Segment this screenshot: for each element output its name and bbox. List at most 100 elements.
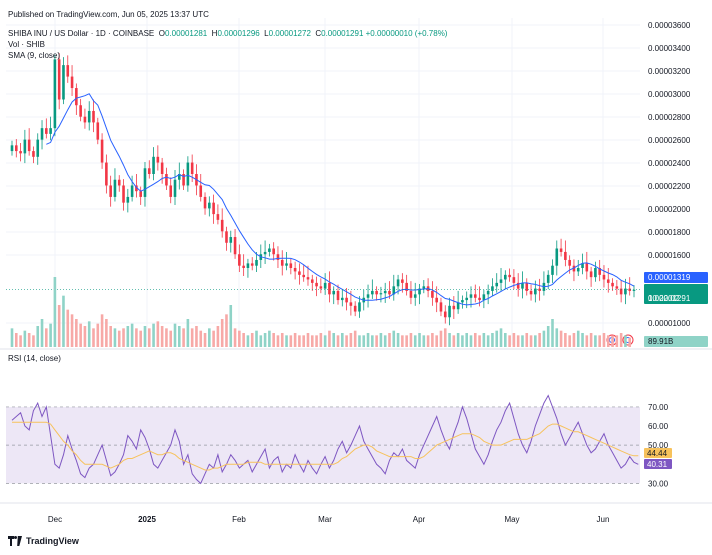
rsi-band bbox=[6, 406, 640, 484]
candle-body bbox=[396, 279, 400, 287]
volume-bar bbox=[628, 337, 632, 347]
candle-body bbox=[135, 185, 138, 192]
candle-body bbox=[572, 265, 576, 272]
candle-body bbox=[190, 162, 194, 174]
volume-bar bbox=[259, 335, 263, 347]
candle-body bbox=[229, 237, 233, 243]
volume-bar bbox=[242, 333, 245, 347]
candle-body bbox=[182, 174, 185, 186]
volume-bar bbox=[246, 335, 250, 347]
candle-body bbox=[289, 263, 293, 268]
sma-legend[interactable]: SMA (9, close) bbox=[8, 51, 61, 60]
time-axis[interactable]: Dec 2025 Feb Mar Apr May Jun bbox=[0, 502, 712, 524]
candle-body bbox=[559, 248, 563, 252]
price-tick-label: 0.00003600 bbox=[648, 21, 691, 30]
tradingview-logo-icon bbox=[8, 536, 22, 546]
time-tick-label: 2025 bbox=[138, 515, 156, 524]
volume-bar bbox=[396, 333, 400, 347]
candle-body bbox=[431, 290, 434, 298]
price-tick-label: 0.00001000 bbox=[648, 319, 691, 328]
candle-body bbox=[10, 145, 14, 152]
volume-bar bbox=[220, 319, 224, 347]
rsi-legend[interactable]: RSI (14, close) bbox=[8, 354, 61, 363]
candle-body bbox=[130, 185, 134, 197]
volume-bar bbox=[289, 335, 293, 347]
candle-body bbox=[302, 274, 305, 278]
rsi-value: 40.31 bbox=[647, 460, 668, 469]
price-pane[interactable] bbox=[6, 18, 640, 346]
volume-bar bbox=[135, 328, 138, 347]
volume-bar bbox=[45, 328, 48, 347]
candle-body bbox=[473, 294, 477, 298]
time-tick-label: Feb bbox=[232, 515, 246, 524]
rsi-axis[interactable]: 70.00 60.00 50.00 30.00 44.44 40.31 bbox=[644, 403, 672, 488]
volume-bar bbox=[255, 330, 258, 347]
volume-bar bbox=[478, 335, 481, 347]
volume-bar bbox=[57, 305, 61, 347]
candle-body bbox=[323, 282, 327, 289]
volume-bar bbox=[375, 335, 378, 347]
volume-bar bbox=[598, 335, 601, 347]
volume-bar bbox=[413, 335, 417, 347]
candle-body bbox=[160, 162, 164, 174]
volume-bar bbox=[40, 319, 44, 347]
ohlc-low: L0.00001272 bbox=[261, 29, 311, 38]
candle-body bbox=[336, 290, 340, 301]
volume-bar bbox=[534, 335, 537, 347]
candle-body bbox=[45, 128, 48, 134]
volume-bar bbox=[62, 295, 65, 347]
candle-body bbox=[576, 267, 580, 272]
price-tick-label: 0.00003000 bbox=[648, 90, 691, 99]
volume-bar bbox=[143, 326, 147, 347]
volume-bar bbox=[456, 333, 460, 347]
candle-body bbox=[117, 179, 121, 186]
candle-body bbox=[418, 288, 421, 295]
candle-body bbox=[36, 139, 40, 157]
volume-bar bbox=[100, 314, 104, 347]
volume-bar bbox=[285, 335, 288, 347]
volume-bar bbox=[383, 335, 387, 347]
rsi-ma-value-box bbox=[644, 448, 672, 458]
candle-body bbox=[156, 156, 160, 163]
candle-body bbox=[624, 288, 627, 295]
volume-bar bbox=[186, 319, 190, 347]
candle-body bbox=[32, 151, 35, 157]
price-tick-label: 0.00003400 bbox=[648, 44, 691, 53]
candle-body bbox=[375, 290, 378, 295]
volume-bar bbox=[156, 321, 160, 347]
candle-body bbox=[585, 263, 589, 272]
candle-body bbox=[53, 59, 57, 129]
volume-bar bbox=[418, 333, 421, 347]
volume-bar bbox=[233, 328, 237, 347]
candle-body bbox=[276, 254, 280, 260]
published-note: Published on TradingView.com, Jun 05, 20… bbox=[8, 10, 209, 19]
candle-body bbox=[255, 259, 258, 266]
volume-bar bbox=[199, 330, 203, 347]
volume-legend[interactable]: Vol · SHIB bbox=[8, 40, 45, 49]
tradingview-brand[interactable]: TradingView bbox=[8, 536, 79, 546]
volume-bar bbox=[538, 333, 541, 347]
volume-bar bbox=[572, 333, 576, 347]
price-axis[interactable]: 0.00003600 0.00003400 0.00003200 0.00003000… bbox=[644, 21, 708, 347]
candle-body bbox=[409, 290, 413, 298]
candle-body bbox=[602, 274, 606, 280]
volume-bar bbox=[139, 330, 142, 347]
candle-body bbox=[225, 231, 228, 243]
rsi-pane[interactable] bbox=[0, 348, 712, 485]
volume-bar bbox=[208, 328, 211, 347]
candle-body bbox=[79, 105, 82, 117]
candle-body bbox=[443, 311, 447, 318]
volume-bar bbox=[465, 333, 469, 347]
change-value: +0.00000010 (+0.78%) bbox=[365, 29, 448, 38]
time-tick-label: Jun bbox=[597, 515, 610, 524]
volume-bar bbox=[431, 333, 434, 347]
candle-body bbox=[293, 267, 297, 272]
price-tick-label: 0.00002000 bbox=[648, 205, 691, 214]
volume-bar bbox=[87, 321, 91, 347]
symbol-legend[interactable]: SHIBA INU / US Dollar · 1D · COINBASE O0… bbox=[8, 29, 447, 38]
volume-bar bbox=[182, 328, 185, 347]
candle-body bbox=[147, 168, 151, 174]
volume-bar bbox=[177, 326, 181, 347]
volume-label: 89.91B bbox=[648, 337, 673, 346]
candle-body bbox=[126, 196, 130, 203]
